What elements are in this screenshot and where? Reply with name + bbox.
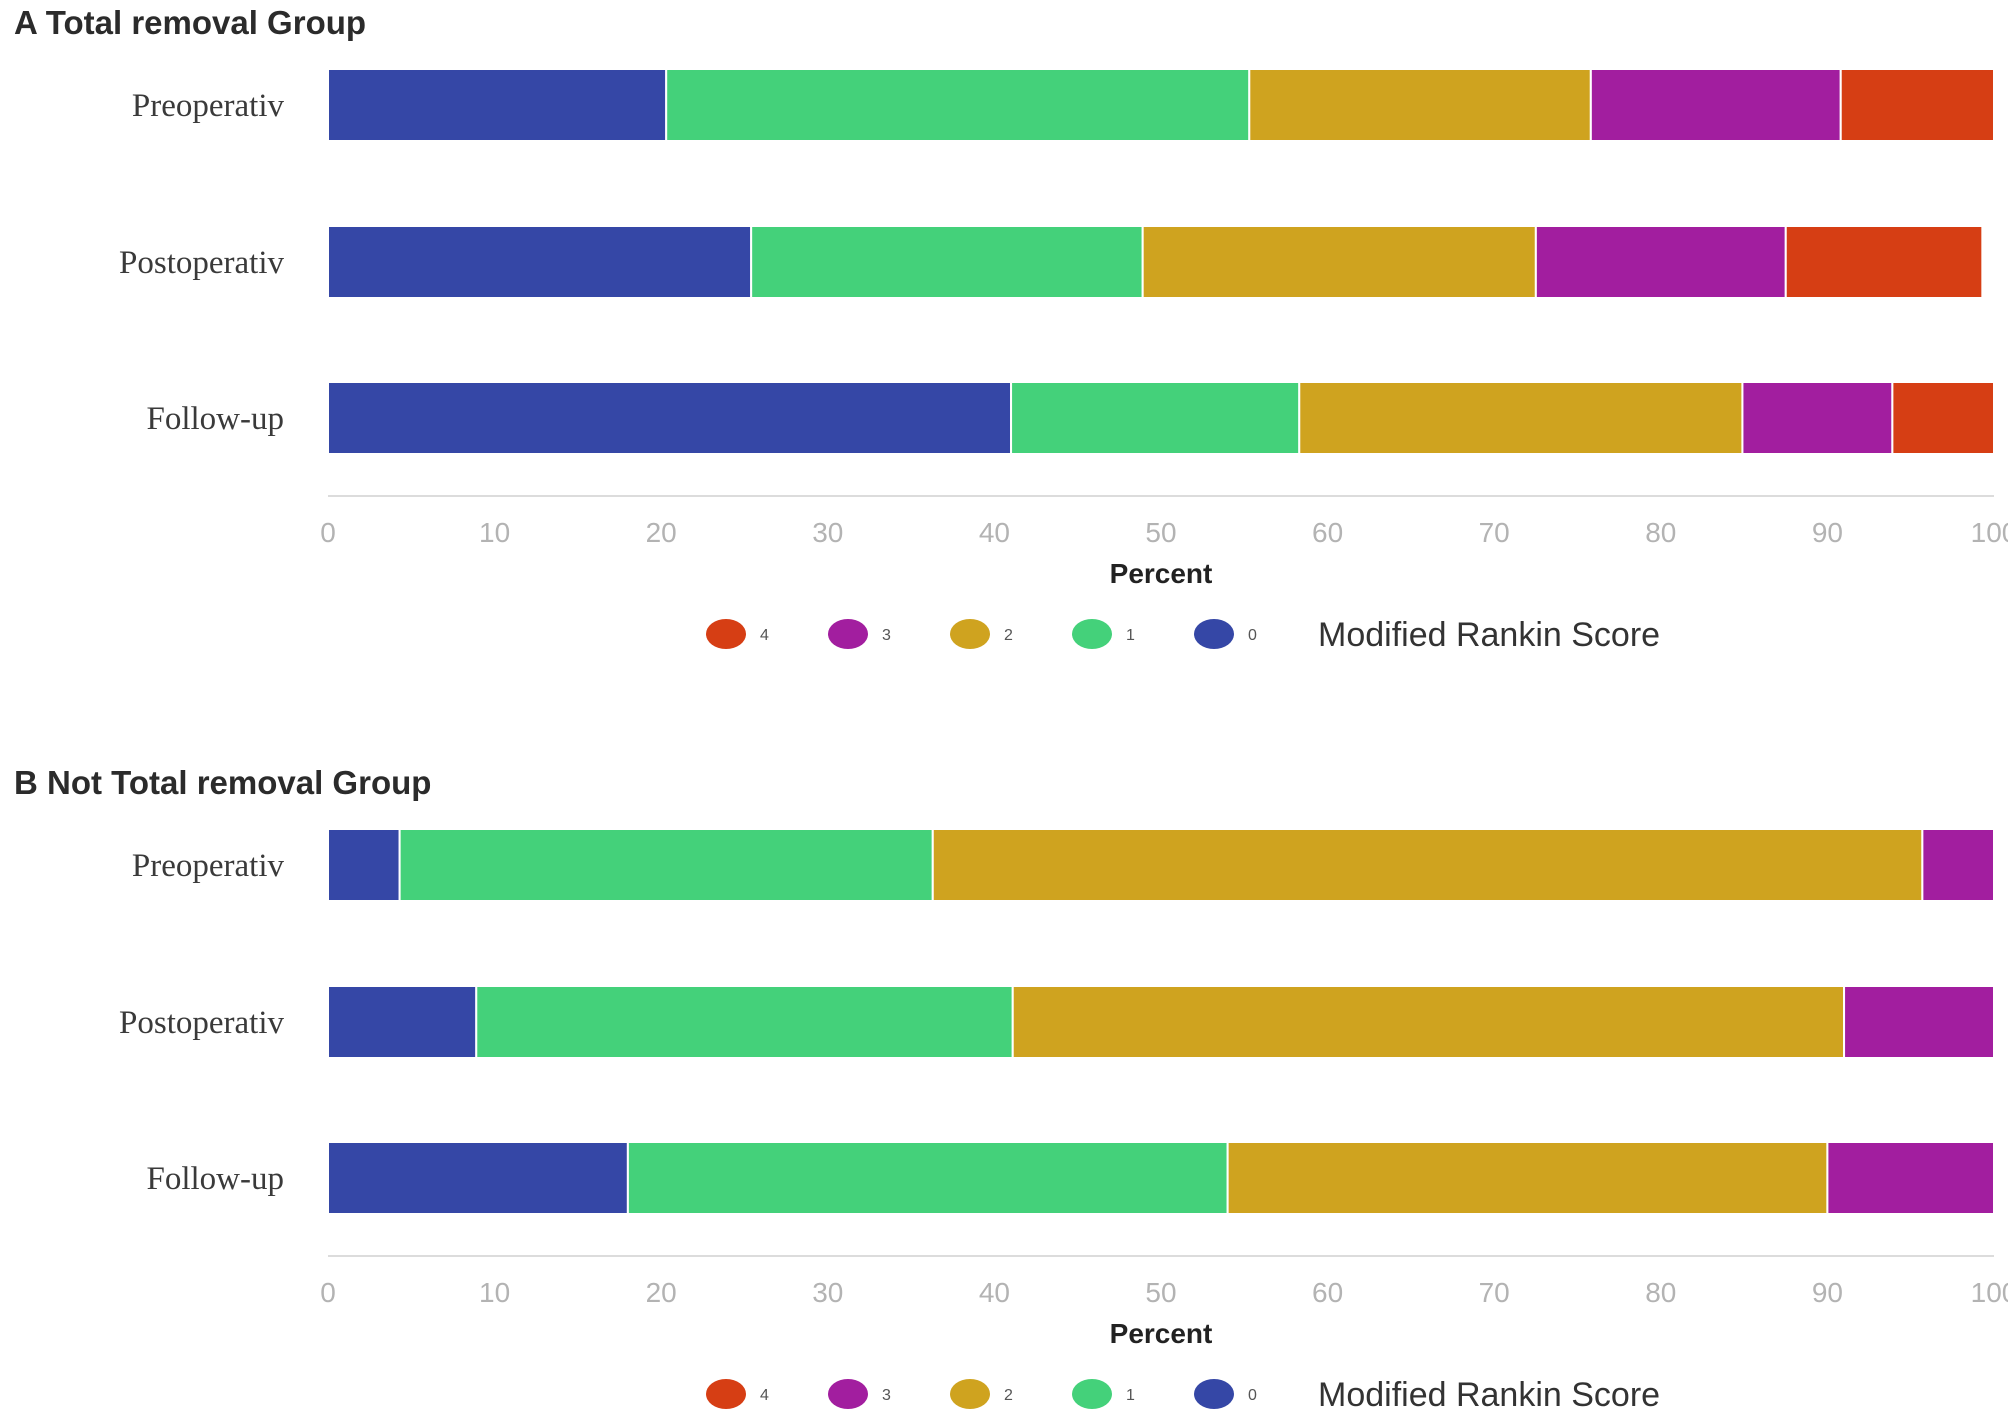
x-tick-label: 100 xyxy=(1971,517,2008,548)
bar-segment-mrs-1 xyxy=(665,68,1251,142)
legend-key-label: 1 xyxy=(1126,627,1135,644)
bar-segment-mrs-2 xyxy=(1298,381,1744,455)
bar-segment-mrs-4 xyxy=(1891,381,1996,455)
x-tick-label: 70 xyxy=(1479,517,1510,548)
bar-segment-mrs-2 xyxy=(1141,225,1537,299)
legend-swatch-mrs-1 xyxy=(1072,619,1112,649)
bar-segment-mrs-4 xyxy=(1784,225,1984,299)
bar-segment-mrs-2 xyxy=(1226,1141,1829,1215)
x-tick-label: 10 xyxy=(479,517,510,548)
x-tick-label: 60 xyxy=(1312,1277,1343,1308)
bar-segment-mrs-2 xyxy=(1248,68,1592,142)
legend: 4 3 2 1 0 Modified Rankin Score xyxy=(706,616,1660,654)
bar-segment-mrs-2 xyxy=(1011,985,1846,1059)
x-tick-label: 30 xyxy=(812,517,843,548)
x-tick-label: 100 xyxy=(1971,1277,2008,1308)
legend-key-label: 2 xyxy=(1004,627,1013,644)
x-axis-title: Percent xyxy=(1110,558,1213,589)
legend-title: Modified Rankin Score xyxy=(1318,616,1660,654)
x-tick-label: 90 xyxy=(1812,1277,1843,1308)
bar-segment-mrs-3 xyxy=(1534,225,1787,299)
bar-segment-mrs-1 xyxy=(626,1141,1229,1215)
x-tick-label: 20 xyxy=(646,517,677,548)
legend-swatch-mrs-1 xyxy=(1072,1379,1112,1409)
legend-swatch-mrs-3 xyxy=(828,1379,868,1409)
legend-key-label: 4 xyxy=(760,1387,769,1404)
x-tick-label: 20 xyxy=(646,1277,677,1308)
panel-A: A Total removal Group Preoperativ Postoper… xyxy=(14,4,2008,654)
x-tick-label: 90 xyxy=(1812,517,1843,548)
bar-segment-mrs-1 xyxy=(398,828,934,902)
bar-segment-mrs-3 xyxy=(1589,68,1842,142)
legend-swatch-mrs-4 xyxy=(706,1379,746,1409)
x-tick-label: 50 xyxy=(1145,517,1176,548)
bar-segment-mrs-3 xyxy=(1921,828,1996,902)
x-tick-label: 30 xyxy=(812,1277,843,1308)
x-tick-label: 0 xyxy=(320,1277,336,1308)
x-tick-label: 70 xyxy=(1479,1277,1510,1308)
legend-key-label: 3 xyxy=(882,1387,891,1404)
legend-swatch-mrs-0 xyxy=(1194,619,1234,649)
bar-segment-mrs-0 xyxy=(327,985,478,1059)
bar-segment-mrs-3 xyxy=(1741,381,1894,455)
legend: 4 3 2 1 0 Modified Rankin Score xyxy=(706,1376,1660,1414)
legend-key-label: 0 xyxy=(1248,1387,1257,1404)
bar-segment-mrs-0 xyxy=(327,225,753,299)
category-label: Postoperativ xyxy=(119,245,284,281)
legend-key-label: 4 xyxy=(760,627,769,644)
x-tick-label: 10 xyxy=(479,1277,510,1308)
panel-title: B Not Total removal Group xyxy=(14,764,431,801)
category-label: Preoperativ xyxy=(132,848,285,884)
legend-key-label: 2 xyxy=(1004,1387,1013,1404)
panel-title: A Total removal Group xyxy=(14,4,366,41)
category-label: Follow-up xyxy=(146,1161,284,1197)
legend-swatch-mrs-0 xyxy=(1194,1379,1234,1409)
bar-segment-mrs-0 xyxy=(327,381,1013,455)
bar-segment-mrs-3 xyxy=(1843,985,1996,1059)
x-axis-title: Percent xyxy=(1110,1318,1213,1349)
x-tick-label: 50 xyxy=(1145,1277,1176,1308)
panel-B: B Not Total removal Group Preoperativ Post… xyxy=(14,764,2008,1414)
bar-segment-mrs-0 xyxy=(327,1141,629,1215)
legend-key-label: 1 xyxy=(1126,1387,1135,1404)
category-label: Postoperativ xyxy=(119,1005,284,1041)
bar-segment-mrs-0 xyxy=(327,828,401,902)
bar-segment-mrs-1 xyxy=(475,985,1014,1059)
x-tick-label: 80 xyxy=(1645,1277,1676,1308)
legend-key-label: 0 xyxy=(1248,627,1257,644)
legend-title: Modified Rankin Score xyxy=(1318,1376,1660,1414)
x-tick-label: 60 xyxy=(1312,517,1343,548)
bar-segment-mrs-1 xyxy=(750,225,1144,299)
bar-segment-mrs-1 xyxy=(1010,381,1301,455)
category-label: Preoperativ xyxy=(132,88,285,124)
x-tick-label: 0 xyxy=(320,517,336,548)
legend-swatch-mrs-2 xyxy=(950,619,990,649)
bar-segment-mrs-4 xyxy=(1839,68,1996,142)
x-tick-label: 40 xyxy=(979,1277,1010,1308)
bar-segment-mrs-2 xyxy=(931,828,1924,902)
x-tick-label: 80 xyxy=(1645,517,1676,548)
bar-segment-mrs-3 xyxy=(1826,1141,1996,1215)
x-tick-label: 40 xyxy=(979,517,1010,548)
legend-swatch-mrs-4 xyxy=(706,619,746,649)
bar-segment-mrs-0 xyxy=(327,68,668,142)
legend-swatch-mrs-3 xyxy=(828,619,868,649)
category-label: Follow-up xyxy=(146,401,284,437)
legend-swatch-mrs-2 xyxy=(950,1379,990,1409)
legend-key-label: 3 xyxy=(882,627,891,644)
